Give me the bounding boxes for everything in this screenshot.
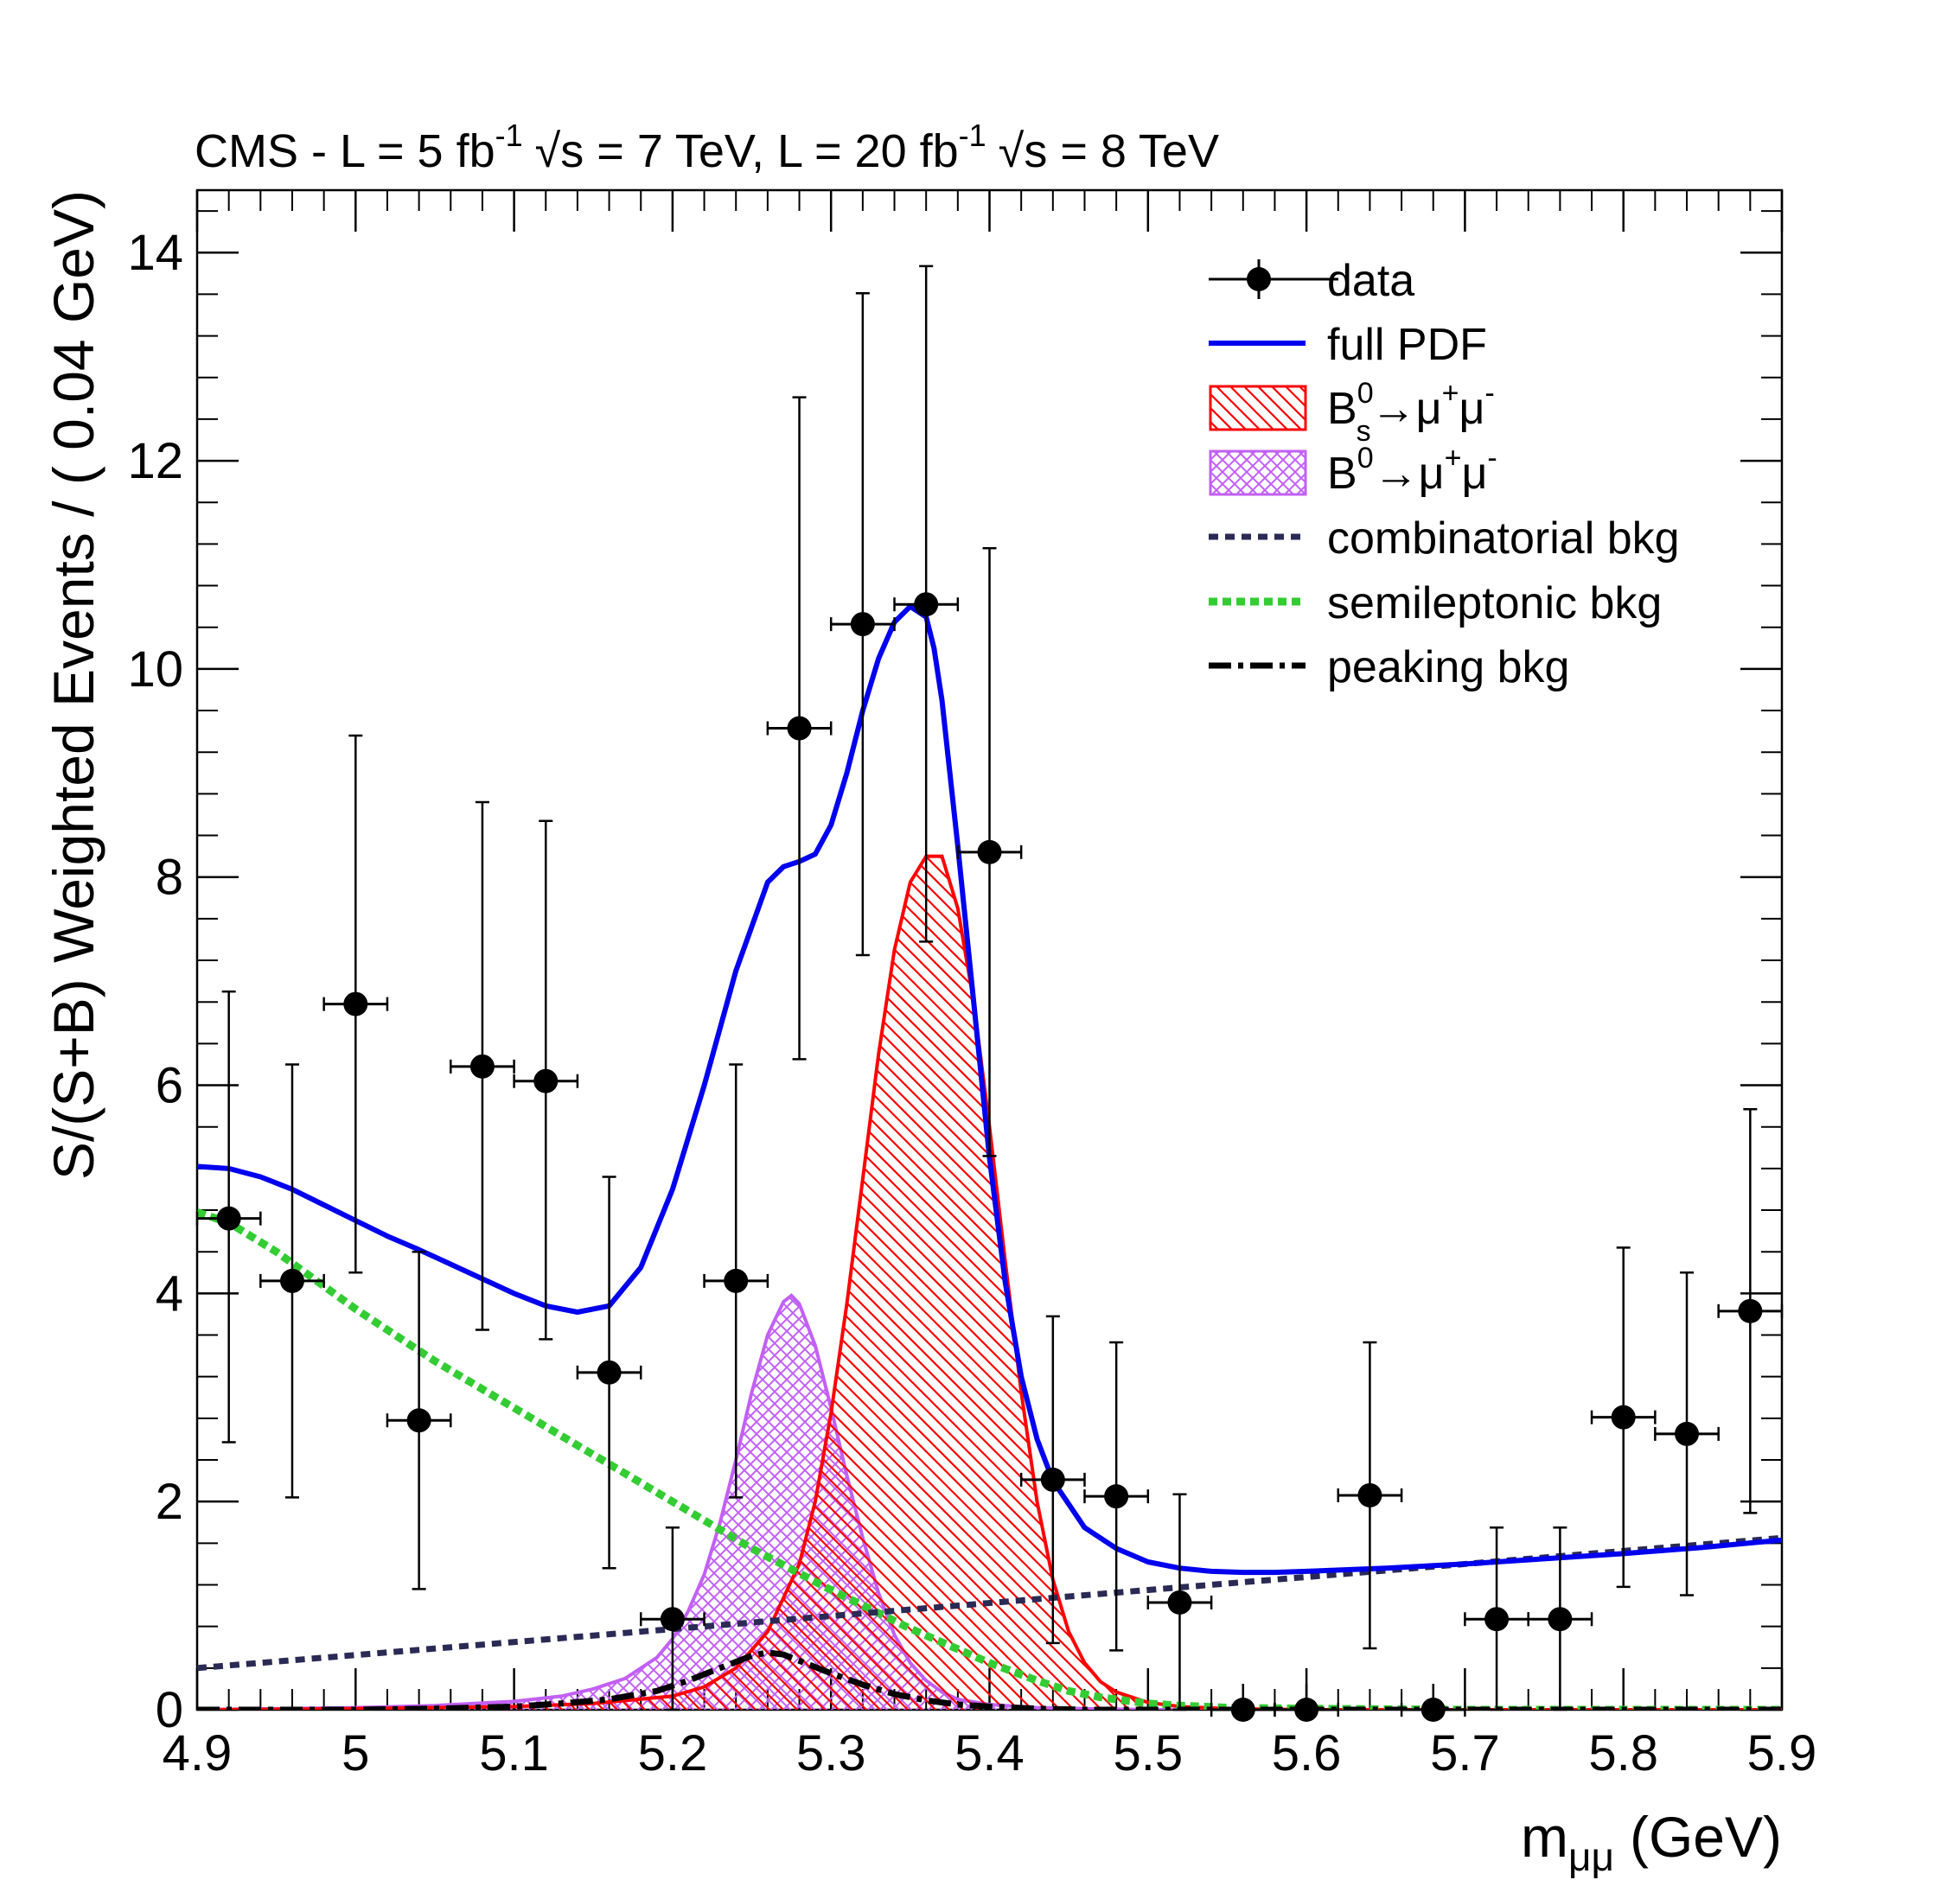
data-point bbox=[1210, 1684, 1276, 1722]
x-tick-label: 5.4 bbox=[954, 1725, 1025, 1781]
combinatorial-bkg-curve bbox=[197, 1534, 1782, 1672]
svg-text:data: data bbox=[1327, 256, 1414, 306]
sqrt-symbol: √ bbox=[535, 125, 561, 177]
data-point bbox=[829, 291, 896, 957]
data-point bbox=[259, 1063, 325, 1499]
legend-item-full-pdf: full PDF bbox=[1209, 320, 1487, 370]
data-point bbox=[322, 734, 389, 1274]
data-point bbox=[956, 546, 1023, 1157]
data-point bbox=[893, 264, 960, 943]
data-point bbox=[1464, 1526, 1529, 1711]
data-point bbox=[1274, 1684, 1340, 1722]
chart-title: CMS - L = 5 fb-1 √s = 7 TeV, L = 20 fb-1 √… bbox=[195, 118, 1219, 177]
svg-text:B0→μ+μ-: B0→μ+μ- bbox=[1327, 442, 1497, 499]
data-point bbox=[576, 1176, 642, 1570]
y-tick-label: 0 bbox=[156, 1682, 183, 1738]
svg-text:combinatorial bkg: combinatorial bkg bbox=[1327, 513, 1680, 564]
y-tick-label: 2 bbox=[156, 1474, 183, 1530]
data-point bbox=[1717, 1107, 1784, 1514]
bs-signal-area bbox=[197, 856, 1782, 1710]
legend-item-semileptonic: semileptonic bkg bbox=[1209, 578, 1662, 628]
x-tick-label: 5.8 bbox=[1588, 1725, 1658, 1781]
data-point bbox=[513, 819, 579, 1341]
y-tick-label: 4 bbox=[156, 1265, 183, 1322]
data-points bbox=[195, 264, 1784, 1722]
data-point bbox=[1146, 1493, 1213, 1711]
data-point bbox=[195, 990, 262, 1443]
svg-text:B0s→μ+μ-: B0 s→μ+μ- bbox=[1327, 377, 1495, 448]
full-pdf-curve bbox=[197, 603, 1782, 1576]
x-tick-label: 5.7 bbox=[1430, 1725, 1500, 1781]
data-point bbox=[1019, 1315, 1086, 1645]
data-point bbox=[703, 1063, 769, 1499]
sqrt-symbol-2: √ bbox=[999, 125, 1025, 177]
x-tick-label: 5.1 bbox=[479, 1725, 549, 1781]
y-tick-label: 14 bbox=[127, 225, 183, 281]
data-point bbox=[450, 800, 515, 1331]
legend-item-peaking: peaking bkg bbox=[1209, 642, 1569, 692]
legend: data full PDF B0 s→μ+μ- B0→μ+μ- combinato… bbox=[1209, 256, 1680, 692]
data-point bbox=[1654, 1271, 1720, 1596]
x-tick-label: 5.2 bbox=[638, 1725, 708, 1781]
svg-text:full PDF: full PDF bbox=[1327, 320, 1487, 370]
data-point bbox=[1083, 1341, 1150, 1652]
peaking-bkg-curve bbox=[197, 1649, 1782, 1710]
y-axis-label: S/(S+B) Weighted Events / ( 0.04 GeV) bbox=[41, 190, 105, 1180]
x-tick-label: 5.5 bbox=[1113, 1725, 1183, 1781]
data-point bbox=[1527, 1526, 1593, 1711]
x-axis-label: mμμ (GeV) bbox=[1521, 1805, 1782, 1879]
svg-text:peaking bkg: peaking bkg bbox=[1327, 642, 1569, 692]
y-tick-label: 10 bbox=[127, 641, 183, 698]
legend-item-bd: B0→μ+μ- bbox=[1209, 442, 1497, 499]
data-point bbox=[386, 1250, 452, 1590]
legend-item-data: data bbox=[1209, 256, 1414, 306]
data-point bbox=[1590, 1246, 1657, 1589]
data-point bbox=[639, 1526, 705, 1711]
svg-text:semileptonic bkg: semileptonic bkg bbox=[1327, 578, 1662, 628]
x-tick-label: 5.6 bbox=[1272, 1725, 1342, 1781]
x-tick-label: 5.9 bbox=[1747, 1725, 1817, 1781]
legend-item-combinatorial: combinatorial bkg bbox=[1209, 513, 1680, 564]
bs-signal-curve bbox=[197, 854, 1782, 1710]
y-tick-label: 6 bbox=[156, 1058, 183, 1114]
data-point bbox=[1400, 1684, 1466, 1722]
legend-item-bs: B0 s→μ+μ- bbox=[1209, 377, 1495, 448]
x-tick-label: 5 bbox=[342, 1725, 369, 1781]
x-tick-label: 5.3 bbox=[796, 1725, 866, 1781]
y-tick-label: 8 bbox=[156, 850, 183, 906]
y-tick-label: 12 bbox=[127, 433, 183, 489]
data-point bbox=[766, 396, 833, 1061]
data-point bbox=[1337, 1341, 1403, 1650]
x-tick-label: 4.9 bbox=[163, 1725, 233, 1781]
